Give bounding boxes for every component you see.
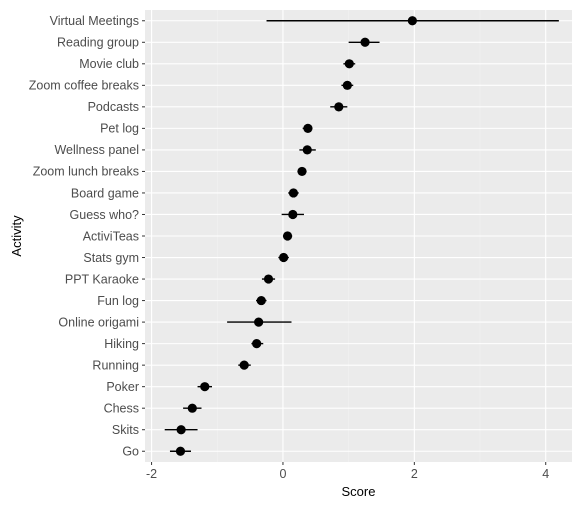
estimate-point xyxy=(288,209,298,220)
y-tick-label: Wellness panel xyxy=(54,143,139,157)
y-tick-label: Podcasts xyxy=(88,100,139,114)
estimate-point xyxy=(288,188,299,198)
x-axis-title: Score xyxy=(342,484,376,499)
estimate-point xyxy=(302,145,312,155)
estimate-point xyxy=(200,382,210,392)
estimate-point xyxy=(279,252,289,263)
x-tick-label: 4 xyxy=(542,467,549,481)
estimate-point xyxy=(303,123,313,133)
y-tick-label: Skits xyxy=(112,423,139,437)
y-tick-label: Board game xyxy=(71,186,139,200)
estimate-point xyxy=(360,37,370,47)
estimate-point xyxy=(175,446,186,456)
estimate-point xyxy=(263,274,274,284)
y-tick-label: Zoom coffee breaks xyxy=(29,79,139,93)
y-tick-label: Running xyxy=(92,358,139,372)
estimate-point xyxy=(239,360,249,370)
y-tick-label: Reading group xyxy=(57,36,139,50)
y-tick-label: Movie club xyxy=(79,57,139,71)
y-tick-label: Poker xyxy=(106,380,139,394)
x-tick-label: 0 xyxy=(279,467,286,481)
y-axis: Virtual Meetings Reading group Movie club Z… xyxy=(29,14,145,459)
x-tick-label: 2 xyxy=(411,467,418,481)
y-tick-label: Guess who? xyxy=(70,208,140,222)
y-tick-label: Fun log xyxy=(97,294,139,308)
estimate-point xyxy=(342,80,352,90)
x-tick-label: -2 xyxy=(146,467,157,481)
estimate-point xyxy=(256,295,266,306)
y-tick-label: Chess xyxy=(104,401,139,415)
y-tick-label: Pet log xyxy=(100,122,139,136)
estimate-point xyxy=(187,403,197,413)
estimate-point xyxy=(282,231,293,241)
estimate-point xyxy=(252,339,262,349)
estimate-point xyxy=(334,102,344,112)
y-axis-title: Activity xyxy=(9,215,24,257)
estimate-point xyxy=(297,166,307,177)
y-tick-label: Virtual Meetings xyxy=(50,14,139,28)
y-tick-label: Go xyxy=(122,445,139,459)
estimate-points xyxy=(175,16,417,456)
estimate-point xyxy=(344,59,354,69)
y-tick-label: Stats gym xyxy=(83,251,139,265)
estimate-point xyxy=(176,425,186,435)
y-tick-label: PPT Karaoke xyxy=(65,272,139,286)
estimate-point xyxy=(254,317,264,327)
y-tick-label: Online origami xyxy=(58,315,139,329)
x-axis: -2 0 2 4 xyxy=(146,462,549,481)
y-tick-label: Hiking xyxy=(104,337,139,351)
estimate-point xyxy=(407,16,417,26)
y-tick-label: Zoom lunch breaks xyxy=(33,165,139,179)
y-tick-label: ActiviTeas xyxy=(83,229,139,243)
